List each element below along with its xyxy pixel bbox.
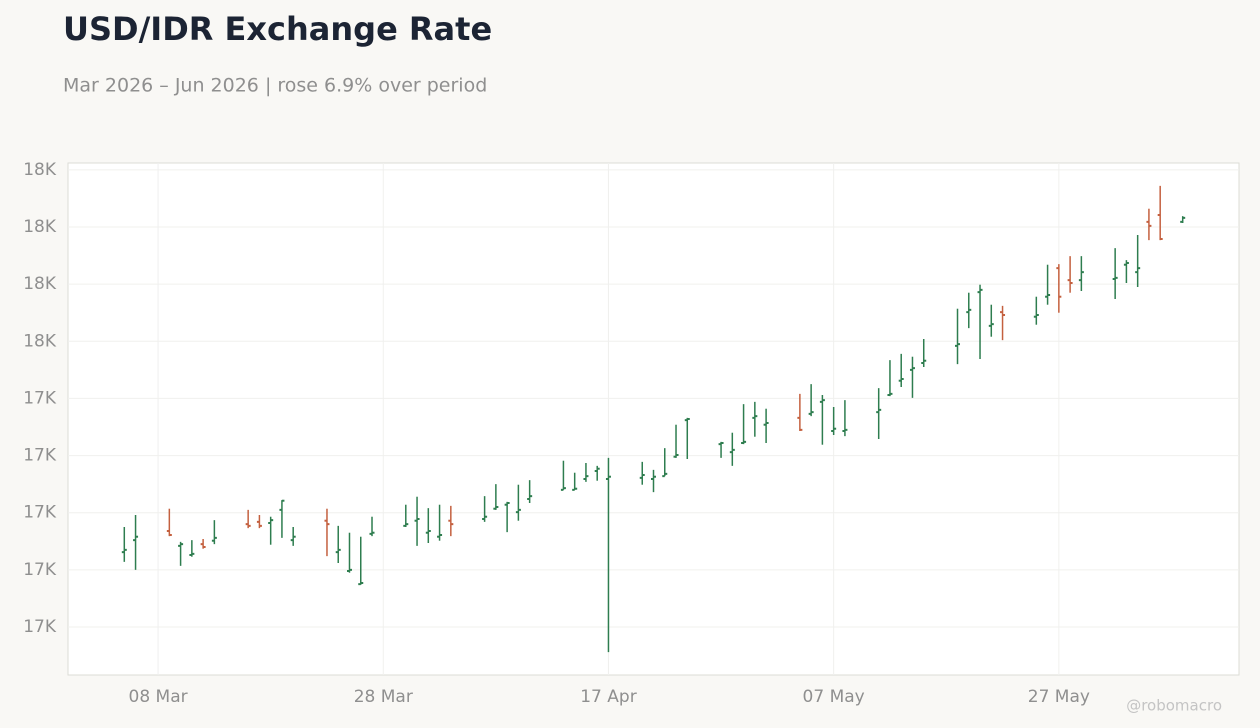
x-tick-label: 27 May [1028,687,1090,707]
watermark: @robomacro [1126,697,1222,715]
y-tick-label: 18K [23,331,57,351]
y-tick-label: 17K [23,446,57,466]
y-tick-label: 17K [23,503,57,523]
y-tick-label: 18K [23,160,57,180]
x-tick-label: 08 Mar [129,687,188,707]
chart-title: USD/IDR Exchange Rate [63,10,492,48]
y-tick-label: 17K [23,388,57,408]
y-tick-label: 17K [23,560,57,580]
x-tick-label: 07 May [803,687,865,707]
plot-area [67,162,1240,676]
y-tick-label: 18K [23,217,57,237]
x-tick-label: 28 Mar [354,687,413,707]
x-tick-label: 17 Apr [580,687,636,707]
chart-subtitle: Mar 2026 – Jun 2026 | rose 6.9% over per… [63,75,487,97]
y-tick-label: 18K [23,274,57,294]
y-tick-label: 17K [23,617,57,637]
